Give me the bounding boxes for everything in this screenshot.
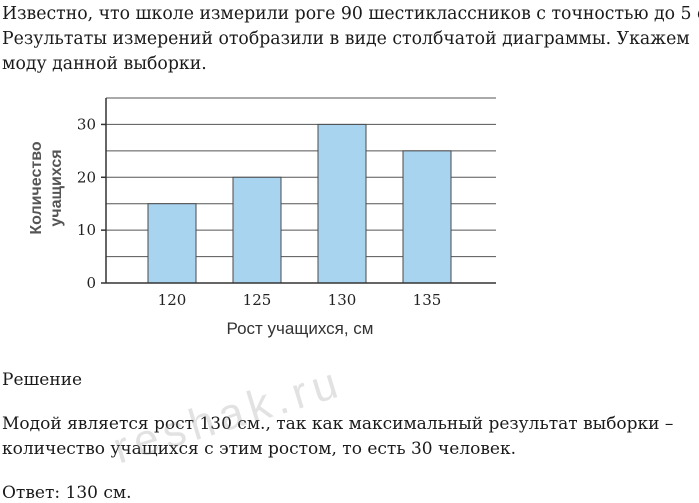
- x-tick-label: 130: [328, 291, 357, 309]
- x-tick-label: 135: [413, 291, 442, 309]
- bar-130: [317, 123, 367, 284]
- y-tick-label: 10: [77, 221, 96, 239]
- bar-120: [147, 203, 197, 284]
- problem-line: моду данной выборки.: [2, 54, 207, 74]
- solution-line: количество учащихся с этим ростом, то ес…: [2, 439, 517, 459]
- x-tick-labels: 120 125 130 135: [158, 291, 442, 309]
- answer: Ответ: 130 см.: [2, 483, 132, 503]
- y-tick-label: 20: [77, 168, 96, 186]
- bar-chart: 0 10 20 30 120 125 130 135 Рост учащихся, см К…: [28, 97, 496, 338]
- chart-axes: [101, 98, 496, 284]
- bar-135: [402, 150, 452, 284]
- chart-bars: [147, 123, 452, 284]
- y-axis-label-line-1: Количество: [28, 141, 45, 234]
- problem-line: Результаты измерений отобразили в виде с…: [2, 29, 690, 49]
- bar-125: [232, 176, 282, 284]
- x-tick-label: 125: [243, 291, 272, 309]
- solution-text: Модой является рост 130 см., так как мак…: [2, 412, 697, 462]
- x-axis-label: Рост учащихся, см: [227, 319, 374, 338]
- y-axis-label-line-2: учащихся: [48, 149, 65, 226]
- solution-title: Решение: [2, 370, 83, 390]
- y-tick-labels: 0 10 20 30: [77, 115, 96, 292]
- problem-text: Известно, что школе измерили роге 90 шес…: [2, 2, 699, 77]
- y-tick-label: 0: [86, 274, 96, 292]
- problem-line: Известно, что школе измерили роге 90 шес…: [2, 4, 699, 24]
- y-tick-label: 30: [77, 115, 96, 133]
- x-tick-label: 120: [158, 291, 187, 309]
- solution-line: Модой является рост 130 см., так как мак…: [2, 414, 674, 434]
